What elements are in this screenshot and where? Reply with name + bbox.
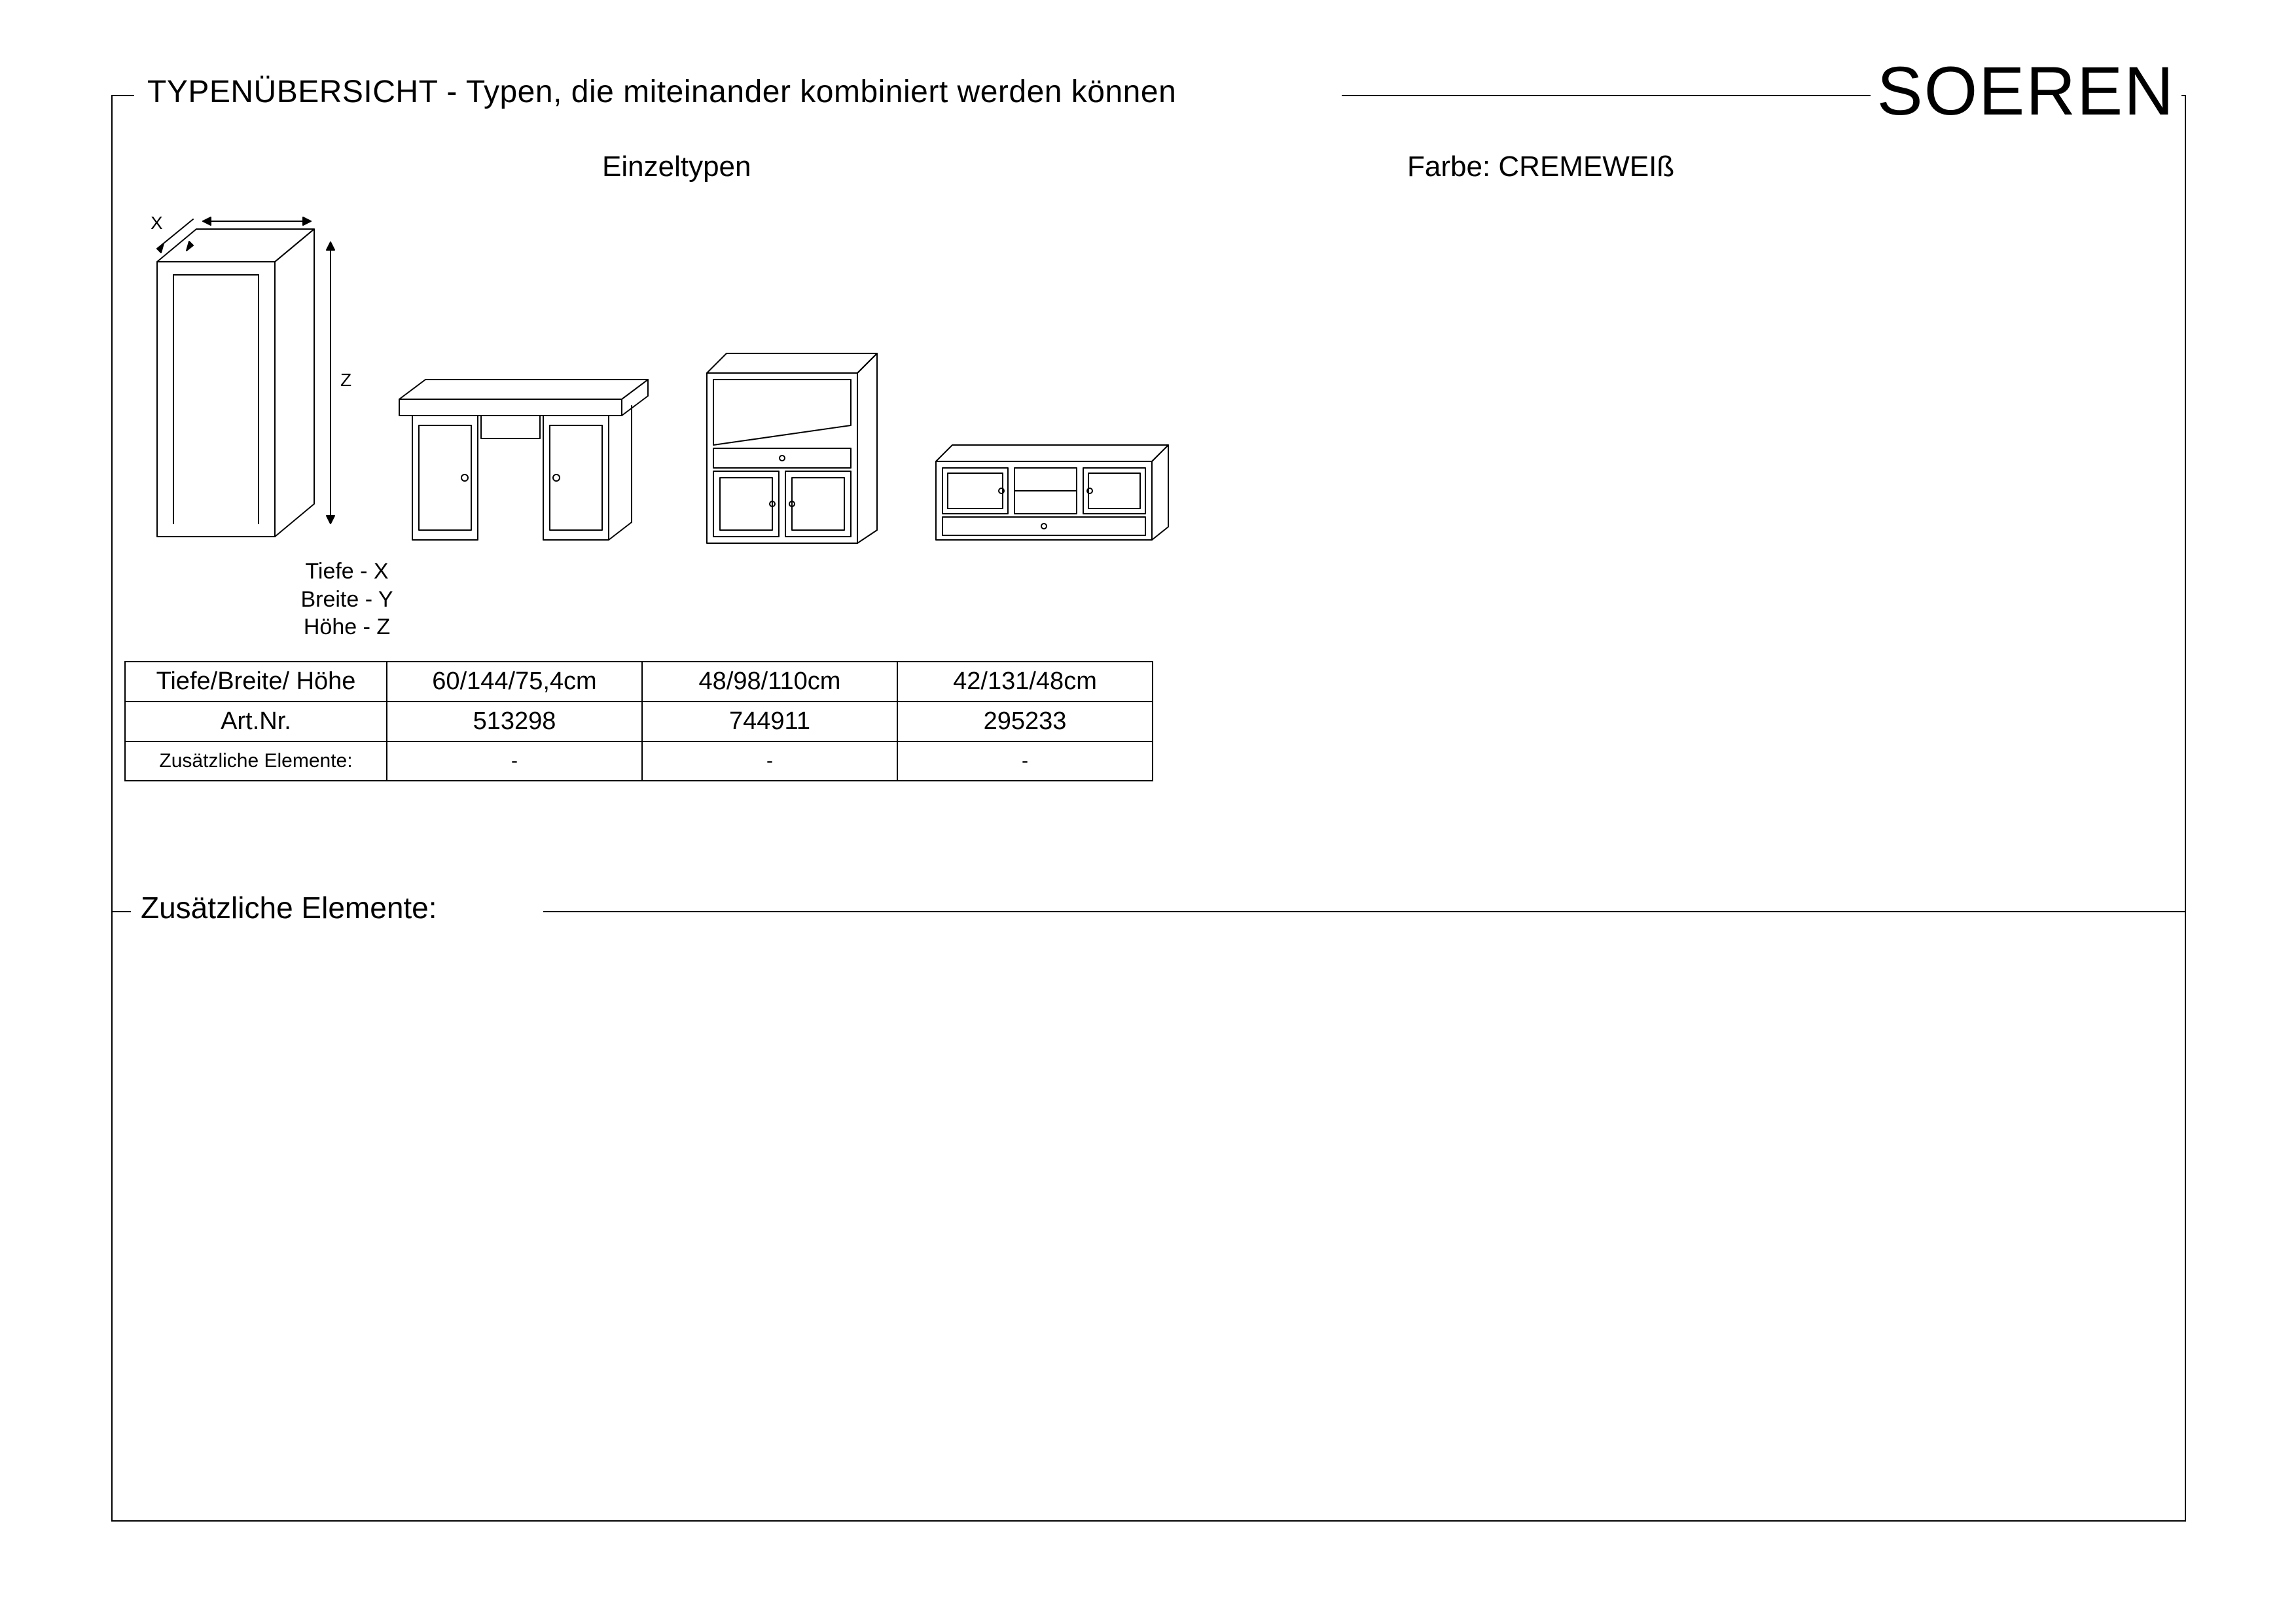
section-rule-left (111, 911, 131, 912)
section-rule-right (543, 911, 2186, 912)
table-row: Zusätzliche Elemente: - - - (125, 741, 1153, 781)
row-label: Tiefe/Breite/ Höhe (125, 662, 387, 702)
cell: 60/144/75,4cm (387, 662, 642, 702)
cell: 295233 (897, 702, 1153, 741)
color-label: Farbe: CREMEWEIß (1407, 151, 1674, 183)
svg-text:Y: Y (249, 216, 261, 220)
table-row: Tiefe/Breite/ Höhe 60/144/75,4cm 48/98/1… (125, 662, 1153, 702)
legend-breite: Breite - Y (275, 586, 419, 614)
cell: 513298 (387, 702, 642, 741)
cell: - (642, 741, 897, 781)
brand-name: SOEREN (1871, 52, 2181, 131)
desk-icon (399, 380, 648, 540)
secretary-cabinet-icon (707, 353, 877, 543)
cell: 744911 (642, 702, 897, 741)
table-row: Art.Nr. 513298 744911 295233 (125, 702, 1153, 741)
row-label: Zusätzliche Elemente: (125, 741, 387, 781)
cell: 42/131/48cm (897, 662, 1153, 702)
tv-board-icon (936, 445, 1168, 540)
spec-table: Tiefe/Breite/ Höhe 60/144/75,4cm 48/98/1… (124, 661, 1153, 781)
row-label: Art.Nr. (125, 702, 387, 741)
legend-tiefe: Tiefe - X (275, 558, 419, 586)
legend-hoehe: Höhe - Z (275, 613, 419, 641)
dimension-cabinet-icon: X Y Z (151, 216, 351, 537)
cell: - (897, 741, 1153, 781)
cell: 48/98/110cm (642, 662, 897, 702)
svg-text:X: X (151, 216, 163, 233)
top-rule-left (111, 95, 134, 96)
dimension-legend: Tiefe - X Breite - Y Höhe - Z (275, 558, 419, 641)
cell: - (387, 741, 642, 781)
section-label: Zusätzliche Elemente: (141, 890, 437, 925)
svg-text:Z: Z (340, 370, 351, 390)
subtitle: Einzeltypen (602, 151, 751, 183)
page-title: TYPENÜBERSICHT - Typen, die miteinander … (147, 74, 1176, 110)
page: TYPENÜBERSICHT - Typen, die miteinander … (0, 0, 2296, 1623)
